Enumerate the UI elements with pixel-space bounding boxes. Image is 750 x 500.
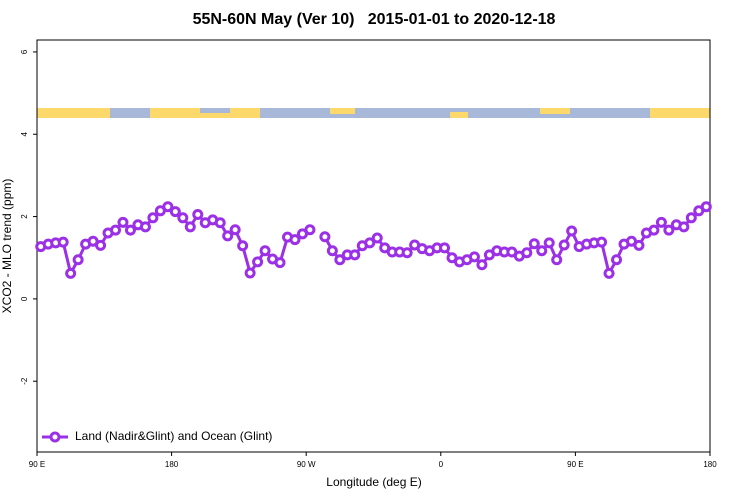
series-marker [177,212,189,224]
series-marker [319,231,331,243]
series-marker [611,254,623,266]
land-ocean-strip [37,108,710,118]
x-tick-label: 90 W [297,460,316,469]
x-tick-label: 180 [165,460,179,469]
series-marker [259,245,271,257]
series-marker [596,236,608,248]
y-tick-label: 0 [20,296,29,301]
series-marker [334,254,346,266]
series-marker [139,221,151,233]
legend: Land (Nadir&Glint) and Ocean (Glint) [42,429,272,443]
series-marker [401,247,413,259]
x-tick-label: 90 E [567,460,583,469]
series-marker [551,254,563,266]
y-axis-label: XCO2 - MLO trend (ppm) [0,179,14,314]
series-marker [214,217,226,229]
x-tick-label: 90 E [29,460,45,469]
series-marker [700,201,712,213]
series-marker [349,249,361,261]
series-marker [95,239,107,251]
series-marker [663,224,675,236]
series-marker [222,230,234,242]
series-marker [603,267,615,279]
series-marker [229,224,241,236]
series-marker [124,224,136,236]
series-marker [110,224,122,236]
series-marker [633,239,645,251]
y-tick-label: -2 [20,377,29,385]
series-marker [147,212,159,224]
series-marker [566,225,578,237]
series-marker [169,206,181,218]
series-marker [289,234,301,246]
series-marker [65,267,77,279]
legend-label: Land (Nadir&Glint) and Ocean (Glint) [75,429,272,443]
series-marker [558,239,570,251]
series-marker [648,224,660,236]
series-marker [685,212,697,224]
series-marker [678,221,690,233]
series-marker [252,256,264,268]
series-marker [237,240,249,252]
series-marker [371,232,383,244]
series-marker [162,201,174,213]
series-marker [72,254,84,266]
series-marker [117,216,129,228]
series-marker [57,236,69,248]
legend-marker [49,431,61,443]
x-tick-label: 180 [703,460,717,469]
series-marker [304,224,316,236]
series-marker [476,259,488,271]
series-marker [364,237,376,249]
x-axis-label: Longitude (deg E) [326,475,421,489]
series-marker [543,237,555,249]
series-marker [528,238,540,250]
series-marker [192,209,204,221]
series-marker [184,221,196,233]
series-marker [468,251,480,263]
series-marker [536,245,548,257]
chart-title: 55N-60N May (Ver 10) 2015-01-01 to 2020-… [193,11,556,28]
series-marker [655,216,667,228]
series-marker [326,245,338,257]
series-marker [244,267,256,279]
y-tick-label: 2 [20,214,29,219]
y-tick-label: 6 [20,49,29,54]
y-tick-label: 4 [20,131,29,136]
series-marker [439,242,451,254]
x-tick-label: 0 [439,460,444,469]
series-marker [521,247,533,259]
series-marker [274,257,286,269]
